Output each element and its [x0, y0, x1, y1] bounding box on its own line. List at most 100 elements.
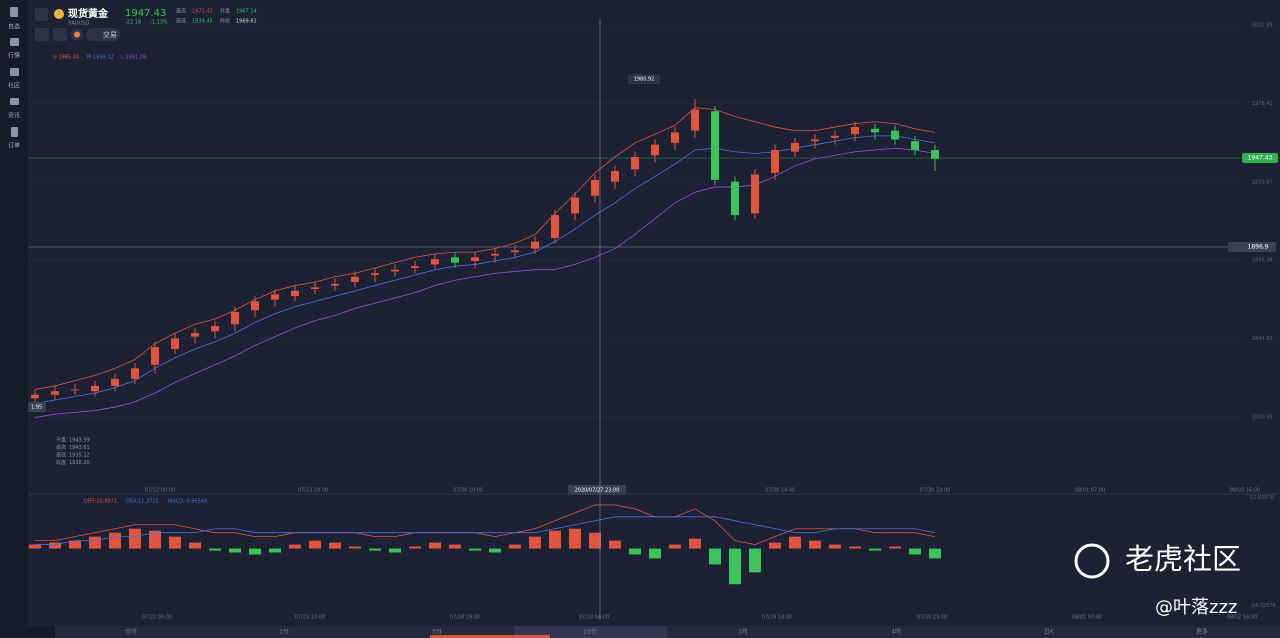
ohlc-key: 最低 — [56, 452, 66, 459]
macd-bar — [249, 548, 261, 555]
macd-bar — [589, 532, 601, 549]
macd-bar — [729, 548, 741, 585]
band-label: U:1965.48 — [53, 55, 79, 61]
candle-body — [131, 368, 139, 379]
macd-x-label: 08/02 16:00 — [1227, 615, 1257, 621]
timeframe-tab[interactable]: 1分 — [279, 628, 289, 636]
macd-line — [35, 504, 936, 545]
macd-bar — [229, 548, 241, 553]
timeframe-tab[interactable]: 更多 — [1196, 628, 1208, 636]
macd-bar — [29, 544, 41, 549]
candle-body — [891, 130, 899, 140]
x-tick-label: 2020/07/27 23:00 — [575, 488, 620, 494]
macd-bar — [429, 542, 441, 549]
macd-bar — [769, 542, 781, 549]
candle-body — [511, 250, 519, 253]
macd-bar — [329, 542, 341, 549]
macd-bar — [909, 548, 921, 555]
macd-bar — [349, 546, 361, 549]
nav-item[interactable]: 资讯 — [8, 112, 20, 120]
nav-item[interactable]: 行情 — [8, 52, 20, 60]
candle-body — [391, 269, 399, 272]
stat-label: 昨收 — [220, 18, 230, 25]
candle-body — [811, 139, 819, 142]
ohlc-key: 最高 — [56, 444, 66, 451]
change: -22.18 — [125, 20, 141, 26]
candle-body — [371, 273, 379, 275]
x-tick-label: 07/29 14:00 — [765, 488, 795, 494]
trade-label[interactable]: 交易 — [103, 30, 117, 39]
timeframe-tab[interactable]: 日K — [1044, 629, 1055, 636]
candle-body — [651, 144, 659, 156]
y-tick-label: 1800.45 — [1252, 414, 1273, 420]
candle-body — [691, 109, 699, 131]
peak-tag — [628, 74, 660, 85]
candle-body — [451, 257, 459, 263]
nav-item[interactable]: 订单 — [8, 142, 20, 150]
candle-body — [751, 174, 759, 214]
candle-body — [31, 394, 39, 399]
candle-body — [231, 311, 239, 325]
macd-bar — [569, 528, 581, 549]
macd-x-label: 07/22 00:00 — [142, 615, 172, 621]
symbol: XAUUSD — [68, 21, 89, 27]
macd-bar — [929, 548, 941, 559]
macd-bar — [149, 530, 161, 549]
timeframe-tab[interactable]: 1时 — [738, 628, 748, 636]
timeframe-tab[interactable]: 分时 — [125, 628, 137, 636]
nav-item[interactable]: 社区 — [8, 82, 20, 90]
crosshair-label-bg — [568, 485, 626, 495]
y-tick-label: 1844.93 — [1252, 336, 1273, 342]
macd-x-label: 07/30 23:00 — [917, 615, 947, 621]
trade-button[interactable] — [86, 28, 120, 41]
instrument-name[interactable]: 现货黄金 — [68, 7, 109, 20]
candle-body — [711, 111, 719, 180]
macd-bar — [529, 536, 541, 549]
macd-bar — [369, 548, 381, 551]
ohlc-key: 开盘 — [56, 437, 66, 444]
x-tick-label: 08/03 16:00 — [1230, 488, 1260, 494]
ohlc-key: 收盘 — [56, 459, 66, 466]
candle-body — [411, 266, 419, 268]
macd-bar — [269, 548, 281, 553]
macd-bar — [69, 540, 81, 549]
macd-bar — [689, 538, 701, 549]
timeframe-tab[interactable]: 4时 — [891, 628, 901, 636]
stat-value: 1939.45 — [192, 19, 213, 25]
candle-body — [211, 326, 219, 332]
x-tick-label: 07/30 23:00 — [920, 488, 950, 494]
candle-body — [791, 142, 799, 152]
macd-bar — [489, 548, 501, 553]
macd-bar — [309, 540, 321, 549]
ohlc-value: 1943.61 — [69, 445, 90, 451]
left-marker-bg — [28, 402, 46, 412]
macd-x-label: 07/24 19:00 — [450, 615, 480, 621]
candle-body — [771, 149, 779, 173]
y-tick-label: 1889.38 — [1252, 258, 1273, 264]
macd-bar — [189, 542, 201, 549]
close-button[interactable] — [35, 8, 48, 21]
macd-bar — [789, 536, 801, 549]
timeframe-tab[interactable]: 5分 — [432, 628, 442, 636]
y-tick-label: 1933.87 — [1252, 179, 1273, 185]
macd-bar — [129, 528, 141, 549]
macd-bar — [829, 544, 841, 549]
candle-body — [191, 333, 199, 337]
macd-bar — [629, 548, 641, 555]
ohlc-value: 1938.20 — [69, 460, 90, 466]
timeframe-tab[interactable]: 15分 — [583, 628, 597, 636]
left-marker: 1.95 — [31, 405, 42, 411]
macd-bar — [869, 548, 881, 551]
watermark-brand: 老虎社区 — [1125, 542, 1241, 576]
macd-label: DEA:11.3715 — [126, 499, 159, 505]
peak-label: 1980.92 — [634, 77, 655, 83]
band-label: M:1939.32 — [87, 55, 114, 61]
macd-bar — [849, 546, 861, 549]
macd-x-label: 07/23 10:00 — [295, 615, 325, 621]
x-tick-label: 07/22 00:00 — [145, 488, 175, 494]
candle-body — [111, 378, 119, 386]
candle-body — [531, 241, 539, 249]
nav-item[interactable]: 自选 — [8, 23, 20, 31]
candle-body — [351, 276, 359, 283]
candle-body — [671, 132, 679, 143]
